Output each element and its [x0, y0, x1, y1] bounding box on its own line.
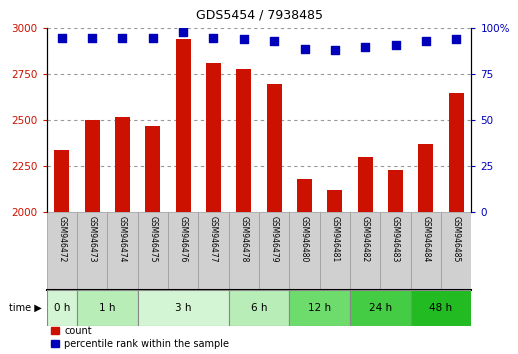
Text: GDS5454 / 7938485: GDS5454 / 7938485 — [195, 9, 323, 22]
Bar — [176, 39, 191, 354]
Bar — [350, 212, 380, 290]
Bar — [228, 212, 259, 290]
Bar — [115, 117, 130, 354]
Text: 3 h: 3 h — [175, 303, 191, 313]
Bar — [236, 69, 251, 354]
Bar — [350, 290, 411, 326]
Text: 24 h: 24 h — [369, 303, 392, 313]
Text: GSM946481: GSM946481 — [330, 216, 339, 263]
Legend: count, percentile rank within the sample: count, percentile rank within the sample — [51, 326, 229, 349]
Text: GSM946473: GSM946473 — [88, 216, 97, 263]
Text: GSM946484: GSM946484 — [421, 216, 430, 263]
Point — [392, 42, 400, 48]
Text: GSM946474: GSM946474 — [118, 216, 127, 263]
Bar — [380, 212, 411, 290]
Bar — [138, 212, 168, 290]
Text: GSM946476: GSM946476 — [179, 216, 188, 263]
Bar — [54, 150, 69, 354]
Bar — [77, 212, 107, 290]
Point — [57, 35, 66, 40]
Text: 0 h: 0 h — [53, 303, 70, 313]
Text: GSM946477: GSM946477 — [209, 216, 218, 263]
Point — [361, 44, 369, 50]
Text: GSM946485: GSM946485 — [452, 216, 461, 263]
Bar — [449, 93, 464, 354]
Point — [452, 36, 461, 42]
Text: time ▶: time ▶ — [9, 303, 41, 313]
Point — [118, 35, 126, 40]
Text: GSM946483: GSM946483 — [391, 216, 400, 263]
Bar — [411, 290, 471, 326]
Point — [330, 47, 339, 53]
Bar — [228, 290, 290, 326]
Text: GSM946472: GSM946472 — [57, 216, 66, 263]
Text: 48 h: 48 h — [429, 303, 453, 313]
Text: GSM946475: GSM946475 — [148, 216, 157, 263]
Bar — [107, 212, 138, 290]
Bar — [138, 290, 228, 326]
Text: GSM946478: GSM946478 — [239, 216, 248, 263]
Bar — [77, 290, 138, 326]
Text: 1 h: 1 h — [99, 303, 116, 313]
Point — [422, 38, 430, 44]
Bar — [290, 290, 350, 326]
Bar — [206, 63, 221, 354]
Text: 12 h: 12 h — [308, 303, 331, 313]
Bar — [297, 179, 312, 354]
Bar — [327, 190, 342, 354]
Text: 6 h: 6 h — [251, 303, 267, 313]
Bar — [357, 157, 373, 354]
Bar — [388, 170, 403, 354]
Text: GSM946480: GSM946480 — [300, 216, 309, 263]
Text: GSM946479: GSM946479 — [270, 216, 279, 263]
Bar — [441, 212, 471, 290]
Point — [88, 35, 96, 40]
Text: GSM946482: GSM946482 — [361, 216, 370, 263]
Point — [300, 46, 309, 51]
Bar — [168, 212, 198, 290]
Point — [270, 38, 278, 44]
Bar — [320, 212, 350, 290]
Bar — [267, 84, 282, 354]
Point — [179, 29, 188, 35]
Bar — [259, 212, 290, 290]
Point — [209, 35, 218, 40]
Bar — [418, 144, 434, 354]
Bar — [290, 212, 320, 290]
Bar — [47, 290, 77, 326]
Point — [149, 35, 157, 40]
Bar — [84, 120, 99, 354]
Bar — [47, 212, 77, 290]
Point — [240, 36, 248, 42]
Bar — [411, 212, 441, 290]
Bar — [145, 126, 161, 354]
Bar — [198, 212, 228, 290]
